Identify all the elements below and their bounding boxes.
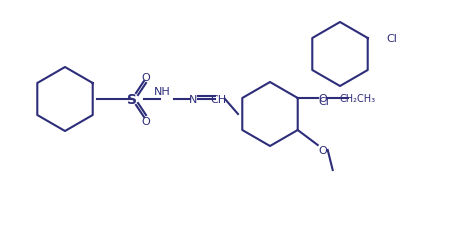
Text: O: O: [318, 145, 326, 155]
Text: Cl: Cl: [318, 97, 329, 106]
Text: NH: NH: [153, 87, 170, 97]
Text: CH₂CH₃: CH₂CH₃: [339, 94, 375, 104]
Text: N: N: [188, 95, 197, 105]
Text: O: O: [142, 73, 150, 83]
Text: Cl: Cl: [386, 34, 397, 44]
Text: O: O: [318, 94, 326, 104]
Text: O: O: [142, 117, 150, 126]
Text: S: S: [127, 93, 136, 106]
Text: CH: CH: [209, 95, 226, 105]
